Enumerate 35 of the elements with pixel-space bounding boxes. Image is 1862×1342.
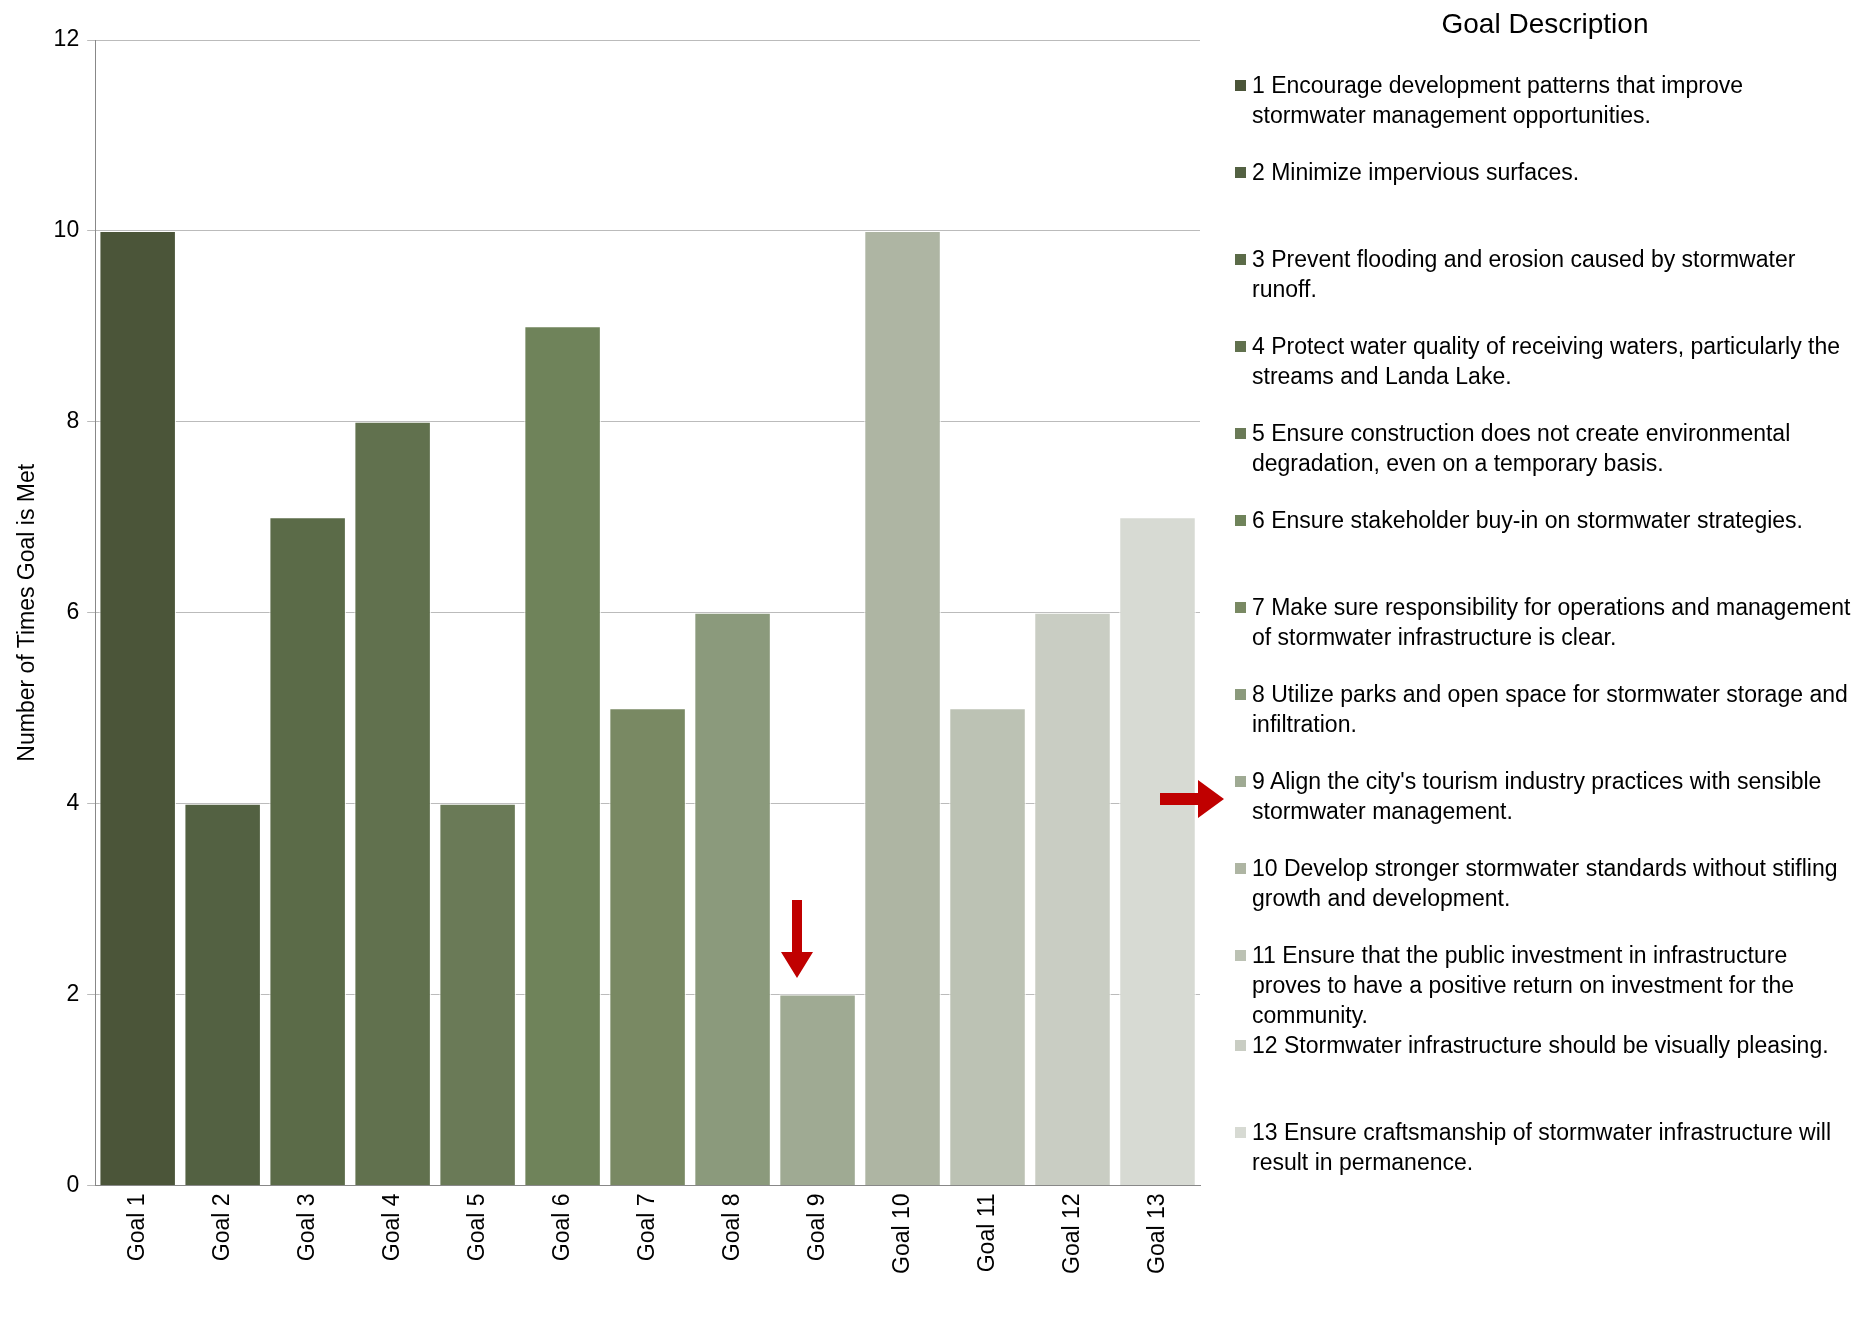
y-axis-title: Number of Times Goal is Met bbox=[13, 463, 40, 762]
legend-label: 12 Stormwater infrastructure should be visually pleasing. bbox=[1252, 1031, 1829, 1060]
legend-label: 10 Develop stronger stormwater standards without stifling growth and development. bbox=[1252, 854, 1839, 913]
y-tick-label: 0 bbox=[66, 1170, 80, 1197]
x-tick-label: Goal 6 bbox=[547, 1193, 574, 1262]
x-tick-label: Goal 11 bbox=[972, 1193, 999, 1273]
legend-label: 11 Ensure that the public investment in infrastructure proves to have a positive return on investment for the community. bbox=[1252, 941, 1796, 1030]
y-tick-label: 10 bbox=[53, 216, 80, 243]
x-tick-label: Goal 7 bbox=[632, 1193, 659, 1262]
legend-label: 13 Ensure craftsmanship of stormwater infrastructure will result in permanence. bbox=[1252, 1118, 1833, 1177]
legend-label: 6 Ensure stakeholder buy-in on stormwater strategies. bbox=[1252, 506, 1803, 535]
x-tick-label: Goal 13 bbox=[1142, 1193, 1169, 1275]
x-tick-label: Goal 5 bbox=[462, 1193, 489, 1262]
legend-label: 3 Prevent flooding and erosion caused by stormwater runoff. bbox=[1252, 245, 1797, 304]
x-tick-label: Goal 3 bbox=[292, 1193, 319, 1262]
x-tick-label: Goal 9 bbox=[802, 1193, 829, 1262]
legend-title: Goal Description bbox=[1440, 8, 1650, 40]
x-tick-label: Goal 2 bbox=[208, 1193, 235, 1262]
x-tick-label: Goal 10 bbox=[887, 1193, 914, 1275]
legend-label: 8 Utilize parks and open space for stormwater storage and infiltration. bbox=[1252, 680, 1849, 739]
x-tick-label: Goal 8 bbox=[717, 1193, 744, 1262]
legend-label: 4 Protect water quality of receiving waters, particularly the streams and Landa Lake. bbox=[1252, 332, 1842, 391]
legend-label: 2 Minimize impervious surfaces. bbox=[1252, 158, 1580, 187]
x-tick-label: Goal 12 bbox=[1057, 1193, 1084, 1275]
y-tick-label: 2 bbox=[66, 979, 80, 1006]
legend-label: 5 Ensure construction does not create environmental degradation, even on a temporary basis. bbox=[1252, 419, 1792, 478]
legend-label: 7 Make sure responsibility for operations and management of stormwater infrastructure is clear. bbox=[1252, 593, 1852, 652]
x-tick-label: Goal 4 bbox=[377, 1193, 404, 1262]
legend-label: 1 Encourage development patterns that improve stormwater management opportunities. bbox=[1252, 71, 1744, 130]
legend-label: 9 Align the city's tourism industry practices with sensible stormwater management. bbox=[1252, 767, 1823, 826]
y-tick-label: 4 bbox=[66, 788, 80, 815]
y-tick-label: 8 bbox=[66, 407, 80, 434]
y-tick-label: 6 bbox=[66, 598, 80, 625]
x-tick-label: Goal 1 bbox=[123, 1193, 150, 1262]
y-tick-label: 12 bbox=[53, 25, 80, 52]
